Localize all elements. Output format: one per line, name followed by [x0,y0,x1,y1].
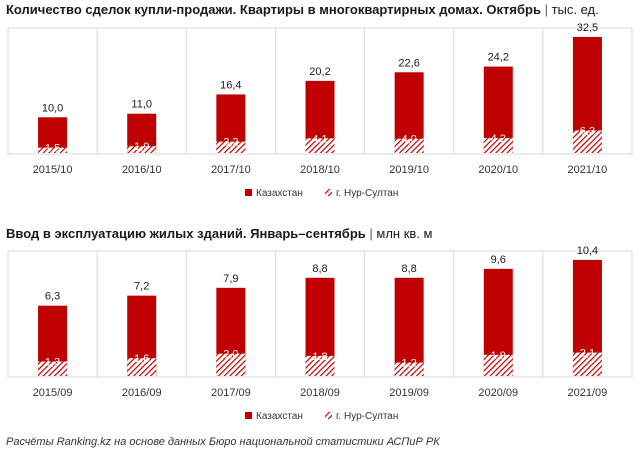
data-label-kazakhstan: 32,5 [577,22,598,34]
bar-nur-sultan [127,358,157,376]
legend-label-kazakhstan: Казахстан [256,188,303,199]
legend-label-kazakhstan: Казахстан [256,411,303,422]
x-tick-label: 2016/09 [122,387,162,399]
data-label-kazakhstan: 10,0 [42,102,63,114]
x-tick-label: 2020/09 [478,387,518,399]
data-label-nur-sultan: 1,9 [134,141,149,153]
data-label-nur-sultan: 2,0 [223,349,238,361]
x-tick-label: 2017/10 [211,164,251,176]
bar-nur-sultan [38,361,68,376]
x-tick-label: 2018/09 [300,387,340,399]
x-tick-label: 2018/10 [300,164,340,176]
x-tick-label: 2015/09 [33,387,73,399]
data-label-kazakhstan: 8,8 [401,263,416,275]
data-label-nur-sultan: 1,9 [491,350,506,362]
x-tick-label: 2019/10 [389,164,429,176]
bar-nur-sultan [127,146,157,153]
x-tick-label: 2016/10 [122,164,162,176]
bar-nur-sultan [483,354,513,376]
chart-1-title-text: Количество сделок купли-продажи. Квартир… [6,2,541,17]
data-label-nur-sultan: 4,1 [312,133,327,145]
grid [7,250,633,378]
chart-2-title-text: Ввод в эксплуатацию жилых зданий. Январь… [6,226,366,241]
data-label-nur-sultan: 3,2 [223,137,238,149]
data-label-kazakhstan: 20,2 [309,66,330,78]
data-label-nur-sultan: 1,3 [45,356,60,368]
bar-nur-sultan [394,362,424,376]
data-label-nur-sultan: 1,6 [134,353,149,365]
data-label-nur-sultan: 4,2 [491,133,506,145]
x-tick-label: 2017/09 [211,387,251,399]
title-separator: | [544,2,548,17]
bar-nur-sultan [305,355,335,376]
data-label-kazakhstan: 6,3 [45,291,60,303]
chart-2-unit: млн кв. м [376,226,433,241]
x-tick-label: 2019/09 [389,387,429,399]
x-tick-label: 2021/09 [568,387,608,399]
bar-nur-sultan [38,147,68,153]
data-label-kazakhstan: 10,4 [577,245,598,257]
data-label-nur-sultan: 2,1 [580,348,595,360]
bar-kazakhstan [38,117,68,153]
bar-nur-sultan [483,138,513,153]
legend-label-nur-sultan: г. Нур-Султан [336,411,398,422]
bar-nur-sultan [394,138,424,153]
legend-swatch-kazakhstan [245,189,252,196]
title-separator: | [369,226,373,241]
data-label-nur-sultan: 6,3 [580,126,595,138]
legend-swatch-nur-sultan [325,412,332,419]
data-label-kazakhstan: 9,6 [491,254,506,266]
chart-2: 6,3 1,3 2015/09 7,2 1,6 2016/09 7,9 2,0 2017/09 8… [7,245,633,422]
data-label-nur-sultan: 1,8 [312,351,327,363]
chart-1: 10,0 1,5 2015/10 11,0 1,9 2016/10 16,4 3,2 2017/… [7,22,633,199]
data-label-kazakhstan: 11,0 [131,99,152,111]
bar-nur-sultan [572,352,602,376]
bar-nur-sultan [572,130,602,153]
data-label-nur-sultan: 1,2 [401,358,416,370]
bar-nur-sultan [216,353,246,376]
grid [7,27,633,155]
x-tick-label: 2015/10 [33,164,73,176]
x-tick-label: 2020/10 [478,164,518,176]
data-label-kazakhstan: 24,2 [488,52,509,64]
bar-nur-sultan [305,138,335,153]
plot-border [7,27,633,155]
chart-1-unit: тыс. ед. [551,2,599,17]
legend-swatch-nur-sultan [325,189,332,196]
bar-kazakhstan [394,277,424,376]
chart-2-title: Ввод в эксплуатацию жилых зданий. Январь… [6,226,432,242]
data-label-kazakhstan: 16,4 [220,79,241,91]
legend: Казахстан г. Нур-Султан [245,411,398,422]
source-note: Расчёты Ranking.kz на основе данных Бюро… [6,436,440,448]
x-tick-label: 2021/10 [568,164,608,176]
legend-label-nur-sultan: г. Нур-Султан [336,188,398,199]
chart-1-title: Количество сделок купли-продажи. Квартир… [6,2,599,18]
data-label-kazakhstan: 7,9 [223,273,238,285]
data-label-nur-sultan: 4,0 [401,134,416,146]
data-label-kazakhstan: 7,2 [134,281,149,293]
data-label-kazakhstan: 8,8 [312,263,327,275]
legend-swatch-kazakhstan [245,412,252,419]
data-label-nur-sultan: 1,5 [45,143,60,155]
legend: Казахстан г. Нур-Султан [245,188,398,199]
bar-nur-sultan [216,141,246,153]
data-label-kazakhstan: 22,6 [398,57,419,69]
plot-border [7,250,633,378]
